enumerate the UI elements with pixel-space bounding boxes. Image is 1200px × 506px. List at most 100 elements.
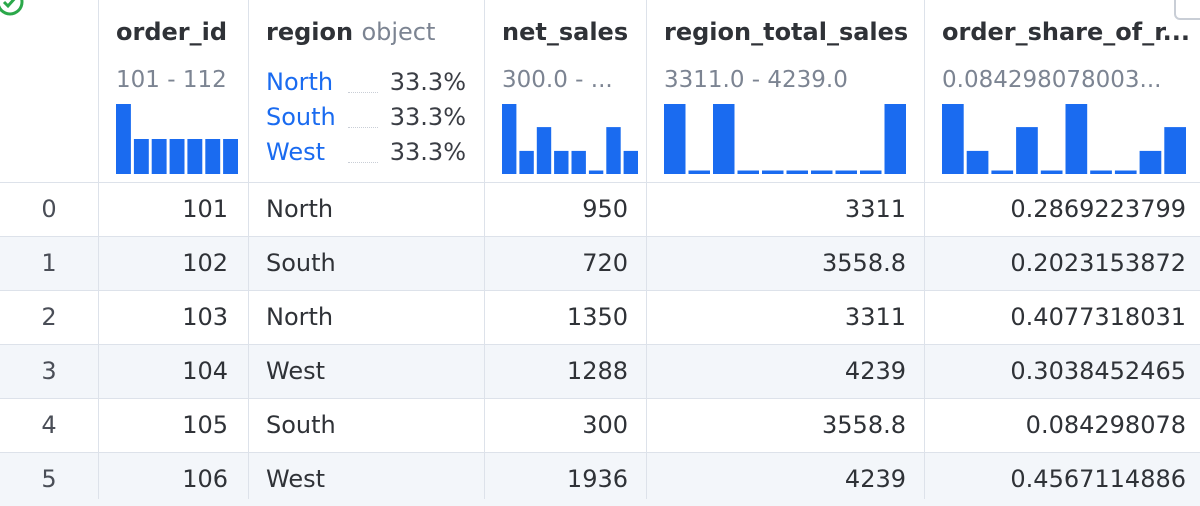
row-divider bbox=[0, 236, 1200, 237]
cell-region[interactable]: South bbox=[266, 249, 336, 277]
histogram-bar bbox=[713, 104, 735, 174]
category-percent: 33.3% bbox=[389, 68, 466, 96]
column-title: net_sales bbox=[502, 18, 629, 46]
histogram-bar bbox=[786, 170, 808, 174]
column-range: 3311.0 - 4239.0 bbox=[664, 67, 848, 93]
cell-order-share[interactable]: 0.3038452465 bbox=[1010, 357, 1186, 385]
cell-order-id[interactable]: 104 bbox=[182, 357, 228, 385]
table-row[interactable]: 0 101 North 950 3311 0.2869223799 bbox=[0, 182, 1200, 236]
category-item[interactable]: North 33.3% bbox=[266, 68, 466, 103]
cell-index[interactable]: 1 bbox=[41, 249, 57, 277]
histogram-order-share bbox=[942, 104, 1186, 174]
column-title: region object bbox=[266, 18, 435, 46]
cell-region-total-sales[interactable]: 4239 bbox=[844, 357, 906, 385]
index-header bbox=[0, 0, 98, 182]
histogram-bar bbox=[835, 170, 857, 174]
row-divider bbox=[0, 398, 1200, 399]
leader-dots bbox=[348, 92, 378, 93]
histogram-bar bbox=[737, 170, 759, 174]
category-item[interactable]: West 33.3% bbox=[266, 138, 466, 173]
cell-index[interactable]: 5 bbox=[41, 465, 57, 493]
histogram-bar bbox=[223, 139, 238, 174]
column-title: order_share_of_r... bbox=[942, 18, 1190, 46]
table-row[interactable]: 3 104 West 1288 4239 0.3038452465 bbox=[0, 344, 1200, 398]
cell-order-id[interactable]: 106 bbox=[182, 465, 228, 493]
cell-order-id[interactable]: 101 bbox=[182, 195, 228, 223]
category-item[interactable]: South 33.3% bbox=[266, 103, 466, 138]
column-name: region bbox=[266, 18, 354, 46]
category-label: West bbox=[266, 138, 326, 166]
cell-index[interactable]: 2 bbox=[41, 303, 57, 331]
cell-region-total-sales[interactable]: 3311 bbox=[844, 195, 906, 223]
table-row[interactable]: 4 105 South 300 3558.8 0.084298078 bbox=[0, 398, 1200, 452]
cell-net-sales[interactable]: 300 bbox=[582, 411, 628, 439]
cell-order-id[interactable]: 105 bbox=[182, 411, 228, 439]
check-circle-icon bbox=[0, 0, 24, 16]
column-header-order-id[interactable]: order_id 101 - 112 bbox=[98, 0, 248, 182]
column-divider bbox=[98, 0, 99, 499]
column-divider bbox=[248, 0, 249, 499]
histogram-bar bbox=[536, 127, 552, 174]
column-header-net-sales[interactable]: net_sales 300.0 - ... bbox=[484, 0, 646, 182]
row-divider bbox=[0, 290, 1200, 291]
cell-region-total-sales[interactable]: 3558.8 bbox=[822, 249, 906, 277]
column-title: region_total_sales bbox=[664, 18, 909, 46]
histogram-bar bbox=[762, 170, 784, 174]
cell-order-share[interactable]: 0.4567114886 bbox=[1010, 465, 1186, 493]
expand-icon[interactable] bbox=[1174, 0, 1200, 20]
cell-order-share[interactable]: 0.4077318031 bbox=[1010, 303, 1186, 331]
histogram-bar bbox=[205, 139, 221, 174]
cell-net-sales[interactable]: 950 bbox=[582, 195, 628, 223]
cell-region[interactable]: North bbox=[266, 195, 334, 223]
histogram-bar bbox=[116, 104, 131, 174]
cell-order-share[interactable]: 0.2869223799 bbox=[1010, 195, 1186, 223]
histogram-bar bbox=[1114, 170, 1137, 174]
cell-net-sales[interactable]: 1936 bbox=[566, 465, 628, 493]
column-header-order-share[interactable]: order_share_of_r... 0.084298078003... bbox=[924, 0, 1200, 182]
cell-order-share[interactable]: 0.2023153872 bbox=[1010, 249, 1186, 277]
cell-region-total-sales[interactable]: 3311 bbox=[844, 303, 906, 331]
table-row[interactable]: 2 103 North 1350 3311 0.4077318031 bbox=[0, 290, 1200, 344]
table-row[interactable]: 1 102 South 720 3558.8 0.2023153872 bbox=[0, 236, 1200, 290]
cell-index[interactable]: 3 bbox=[41, 357, 57, 385]
category-summary: North 33.3% South 33.3% West 33.3% bbox=[266, 68, 466, 173]
cell-region[interactable]: South bbox=[266, 411, 336, 439]
leader-dots bbox=[348, 127, 378, 128]
column-title: order_id bbox=[116, 18, 228, 46]
histogram-bar bbox=[502, 104, 517, 174]
histogram-bar bbox=[151, 139, 167, 174]
histogram-order-id bbox=[116, 104, 238, 174]
table-header: order_id 101 - 112 region object North 3… bbox=[0, 0, 1200, 182]
column-divider bbox=[484, 0, 485, 499]
column-range: 101 - 112 bbox=[116, 67, 227, 93]
column-header-region-total-sales[interactable]: region_total_sales 3311.0 - 4239.0 bbox=[646, 0, 924, 182]
cell-order-id[interactable]: 102 bbox=[182, 249, 228, 277]
cell-net-sales[interactable]: 1288 bbox=[566, 357, 628, 385]
histogram-net-sales bbox=[502, 104, 638, 174]
column-range: 300.0 - ... bbox=[502, 67, 613, 93]
cell-region[interactable]: West bbox=[266, 357, 326, 385]
histogram-bar bbox=[966, 150, 989, 174]
histogram-bar bbox=[133, 139, 149, 174]
cell-net-sales[interactable]: 1350 bbox=[566, 303, 628, 331]
cell-index[interactable]: 4 bbox=[41, 411, 57, 439]
cell-region[interactable]: North bbox=[266, 303, 334, 331]
histogram-bar bbox=[664, 104, 686, 174]
histogram-bar bbox=[884, 104, 906, 174]
column-header-region[interactable]: region object North 33.3% South 33.3% We… bbox=[248, 0, 484, 182]
category-percent: 33.3% bbox=[389, 138, 466, 166]
cell-order-share[interactable]: 0.084298078 bbox=[1025, 411, 1186, 439]
histogram-bar bbox=[991, 170, 1014, 174]
cell-net-sales[interactable]: 720 bbox=[582, 249, 628, 277]
cell-order-id[interactable]: 103 bbox=[182, 303, 228, 331]
histogram-bar bbox=[1090, 170, 1112, 174]
column-divider bbox=[646, 0, 647, 499]
cell-region-total-sales[interactable]: 3558.8 bbox=[822, 411, 906, 439]
cell-region-total-sales[interactable]: 4239 bbox=[844, 465, 906, 493]
leader-dots bbox=[348, 162, 378, 163]
cell-region[interactable]: West bbox=[266, 465, 326, 493]
histogram-bar bbox=[606, 127, 621, 174]
table-row[interactable]: 5 106 West 1936 4239 0.4567114886 bbox=[0, 452, 1200, 506]
cell-index[interactable]: 0 bbox=[41, 195, 57, 223]
